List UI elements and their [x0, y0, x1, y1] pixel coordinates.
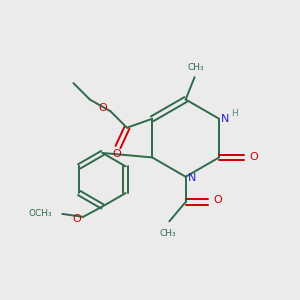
Text: N: N [221, 114, 230, 124]
Text: O: O [250, 152, 259, 162]
Text: O: O [72, 214, 81, 224]
Text: O: O [112, 149, 121, 160]
Text: CH₃: CH₃ [160, 229, 176, 238]
Text: O: O [99, 103, 107, 113]
Text: O: O [213, 195, 222, 205]
Text: CH₃: CH₃ [188, 63, 204, 72]
Text: OCH₃: OCH₃ [28, 209, 52, 218]
Text: H: H [231, 109, 238, 118]
Text: N: N [188, 173, 196, 183]
